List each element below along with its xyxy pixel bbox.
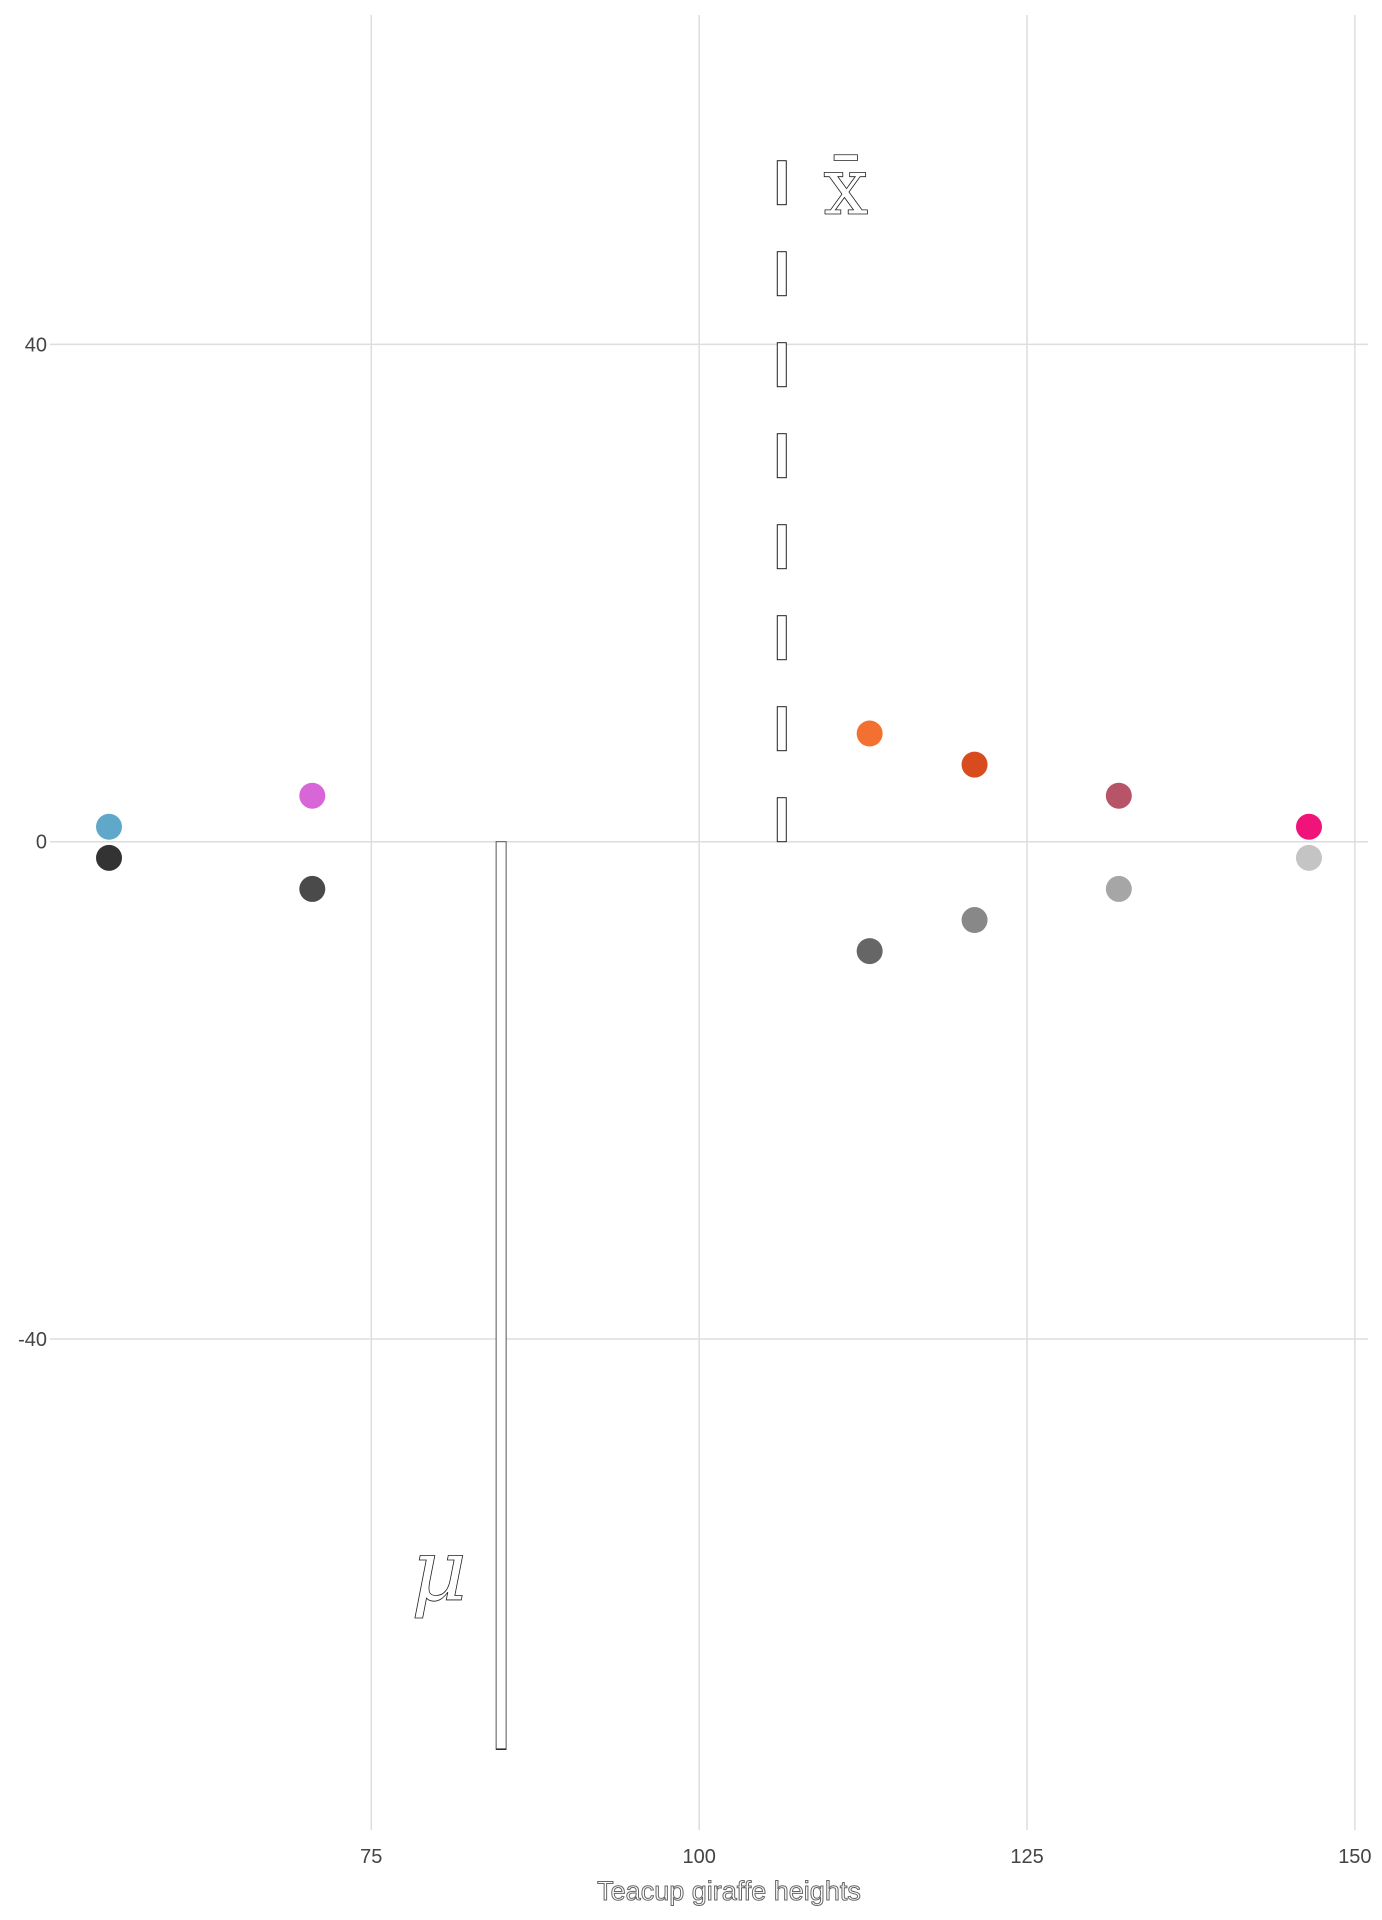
deviation-point (1105, 875, 1132, 902)
deviation-point (856, 938, 883, 965)
data-points (96, 720, 1322, 965)
deviation-point (299, 875, 326, 902)
annotations: x̄ μ (411, 140, 869, 1750)
deviation-point (96, 844, 123, 871)
mean-line-dash (776, 342, 787, 388)
mean-line-dash (776, 433, 787, 479)
x-tick-label: 75 (360, 1846, 382, 1868)
height-point (299, 782, 326, 809)
tick-labels: 75 100 125 150 -40 0 40 (18, 334, 1371, 1868)
mean-line-dash (776, 251, 787, 297)
height-point (1105, 782, 1132, 809)
height-point (856, 720, 883, 747)
height-point (96, 813, 123, 840)
mean-line-dash (776, 615, 787, 661)
deviation-point (1295, 844, 1322, 871)
height-point (1295, 813, 1322, 840)
x-axis-title: Teacup giraffe heights (597, 1876, 861, 1906)
grid-lines (50, 15, 1368, 1830)
mean-line-dash (776, 706, 787, 752)
y-tick-label: 40 (25, 334, 47, 356)
mean-line-dash (776, 524, 787, 570)
mean-line-dash (776, 160, 787, 206)
x-tick-label: 150 (1338, 1846, 1371, 1868)
deviation-point (961, 907, 988, 934)
y-tick-label: 0 (36, 832, 47, 854)
mean-label: x̄ (823, 140, 868, 233)
mu-bar (495, 841, 507, 1750)
x-tick-label: 125 (1010, 1846, 1043, 1868)
mu-label: μ (411, 1521, 467, 1621)
y-tick-label: -40 (18, 1329, 47, 1351)
height-point (961, 751, 988, 778)
x-tick-label: 100 (682, 1846, 715, 1868)
mean-line-dash (776, 797, 787, 843)
